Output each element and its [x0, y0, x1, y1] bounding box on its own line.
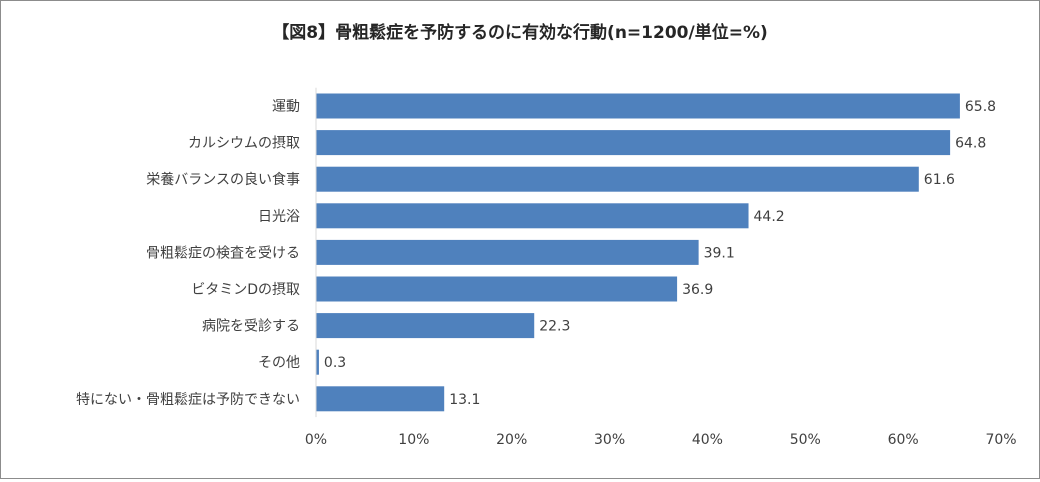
- bar-6: [316, 276, 678, 302]
- category-label-7: 病院を受診する: [202, 319, 300, 335]
- category-label-5: 骨粗鬆症の検査を受ける: [146, 245, 300, 261]
- value-label-4: 44.2: [754, 209, 785, 225]
- bar-7: [316, 313, 535, 339]
- bar-1: [316, 93, 960, 119]
- category-label-2: カルシウムの摂取: [188, 136, 300, 152]
- value-label-2: 64.8: [955, 136, 986, 152]
- value-label-8: 0.3: [324, 355, 346, 371]
- x-axis-ticks: 0% 10% 20% 30% 40% 50% 60% 70%: [305, 432, 1017, 448]
- category-label-1: 運動: [272, 99, 300, 115]
- value-label-5: 39.1: [704, 245, 735, 261]
- category-label-6: ビタミンDの摂取: [191, 282, 300, 298]
- bar-3: [316, 166, 919, 192]
- category-label-4: 日光浴: [258, 209, 300, 225]
- category-label-9: 特にない・骨粗鬆症は予防できない: [76, 392, 300, 408]
- x-tick-label-2: 10%: [398, 432, 429, 448]
- value-label-3: 61.6: [924, 172, 955, 188]
- x-tick-label-4: 30%: [594, 432, 625, 448]
- category-labels: 運動カルシウムの摂取栄養バランスの良い食事日光浴骨粗鬆症の検査を受けるビタミンD…: [76, 99, 300, 408]
- bar-5: [316, 239, 699, 265]
- bar-4: [316, 203, 749, 229]
- bar-2: [316, 130, 951, 156]
- bars-layer: [316, 93, 960, 412]
- value-label-1: 65.8: [965, 99, 996, 115]
- category-label-3: 栄養バランスの良い食事: [146, 171, 300, 188]
- value-label-7: 22.3: [539, 319, 570, 335]
- x-tick-label-6: 50%: [790, 432, 821, 448]
- category-label-8: その他: [258, 355, 300, 371]
- chart-title: 【図8】骨粗鬆症を予防するのに有効な行動(n=1200/単位=%): [272, 22, 768, 43]
- value-label-9: 13.1: [449, 392, 480, 408]
- value-labels: 65.8 64.8 61.6 44.2 39.1 36.9 22.3 0.3 13.1: [324, 99, 996, 408]
- x-tick-label-7: 60%: [888, 432, 919, 448]
- x-tick-label-1: 0%: [305, 432, 327, 448]
- bar-8: [316, 349, 319, 375]
- value-label-6: 36.9: [682, 282, 713, 298]
- x-tick-label-3: 20%: [496, 432, 527, 448]
- x-tick-label-8: 70%: [985, 432, 1016, 448]
- x-tick-label-5: 40%: [692, 432, 723, 448]
- bar-9: [316, 386, 445, 412]
